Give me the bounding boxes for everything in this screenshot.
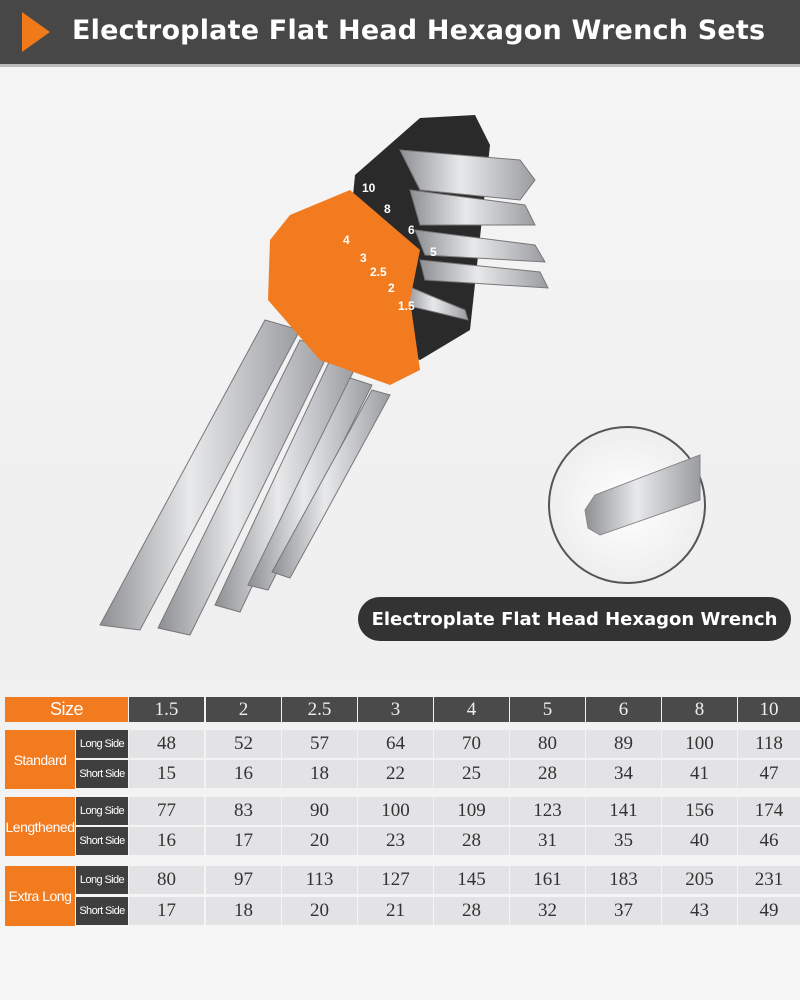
table-cell: 28 (434, 827, 509, 855)
size-column-header: 8 (662, 697, 737, 722)
page-title: Electroplate Flat Head Hexagon Wrench Se… (72, 15, 766, 46)
group-label: Extra Long (5, 866, 75, 926)
size-column-header: 1.5 (129, 697, 204, 722)
size-column-header: 3 (358, 697, 433, 722)
table-cell: 161 (510, 866, 585, 894)
group-label: Lengthened (5, 797, 75, 856)
size-column-header: 6 (586, 697, 661, 722)
holder-label: 4 (343, 233, 350, 247)
table-cell: 43 (662, 897, 737, 925)
table-cell: 77 (129, 797, 204, 825)
table-cell: 145 (434, 866, 509, 894)
table-cell: 127 (358, 866, 433, 894)
holder-label: 5 (430, 245, 437, 259)
table-cell: 97 (206, 866, 281, 894)
table-cell: 28 (510, 760, 585, 788)
title-banner: Electroplate Flat Head Hexagon Wrench Se… (0, 0, 800, 67)
table-cell: 25 (434, 760, 509, 788)
table-cell: 100 (358, 797, 433, 825)
table-cell: 156 (662, 797, 737, 825)
table-cell: 21 (358, 897, 433, 925)
table-cell: 28 (434, 897, 509, 925)
table-cell: 118 (738, 730, 800, 758)
row-label: Short Side (76, 897, 128, 925)
table-cell: 174 (738, 797, 800, 825)
holder-label: 10 (362, 181, 376, 195)
size-header: Size (5, 697, 128, 722)
table-cell: 80 (129, 866, 204, 894)
table-cell: 49 (738, 897, 800, 925)
table-cell: 18 (206, 897, 281, 925)
row-label: Long Side (76, 797, 128, 825)
callout-label: Electroplate Flat Head Hexagon Wrench (358, 597, 791, 641)
play-triangle-icon (22, 12, 50, 52)
table-cell: 17 (206, 827, 281, 855)
table-cell: 48 (129, 730, 204, 758)
holder-label: 6 (408, 223, 415, 237)
holder-label: 3 (360, 251, 367, 265)
table-cell: 109 (434, 797, 509, 825)
table-cell: 80 (510, 730, 585, 758)
table-cell: 205 (662, 866, 737, 894)
holder-label: 2.5 (370, 265, 387, 279)
table-cell: 22 (358, 760, 433, 788)
table-cell: 183 (586, 866, 661, 894)
table-cell: 89 (586, 730, 661, 758)
group-label: Standard (5, 730, 75, 789)
table-cell: 23 (358, 827, 433, 855)
table-cell: 16 (129, 827, 204, 855)
row-label: Short Side (76, 827, 128, 855)
table-cell: 123 (510, 797, 585, 825)
table-cell: 100 (662, 730, 737, 758)
holder-label: 1.5 (398, 299, 415, 313)
size-column-header: 2 (206, 697, 281, 722)
size-column-header: 4 (434, 697, 509, 722)
table-cell: 34 (586, 760, 661, 788)
table-cell: 15 (129, 760, 204, 788)
table-cell: 70 (434, 730, 509, 758)
table-cell: 41 (662, 760, 737, 788)
size-column-header: 5 (510, 697, 585, 722)
wrench-set-image: 10 8 6 5 4 3 2.5 2 1.5 (99, 115, 706, 636)
table-cell: 16 (206, 760, 281, 788)
table-cell: 231 (738, 866, 800, 894)
table-cell: 35 (586, 827, 661, 855)
row-label: Long Side (76, 866, 128, 894)
orange-holder (268, 190, 420, 385)
holder-label: 2 (388, 281, 395, 295)
table-cell: 40 (662, 827, 737, 855)
table-cell: 90 (282, 797, 357, 825)
table-cell: 57 (282, 730, 357, 758)
row-label: Short Side (76, 760, 128, 788)
table-cell: 37 (586, 897, 661, 925)
size-column-header: 2.5 (282, 697, 357, 722)
table-cell: 31 (510, 827, 585, 855)
table-cell: 46 (738, 827, 800, 855)
table-cell: 18 (282, 760, 357, 788)
size-column-header: 10 (738, 697, 800, 722)
table-cell: 32 (510, 897, 585, 925)
table-cell: 141 (586, 797, 661, 825)
table-cell: 47 (738, 760, 800, 788)
holder-label: 8 (384, 202, 391, 216)
table-cell: 52 (206, 730, 281, 758)
row-label: Long Side (76, 730, 128, 758)
table-cell: 113 (282, 866, 357, 894)
table-cell: 20 (282, 827, 357, 855)
table-cell: 20 (282, 897, 357, 925)
table-cell: 83 (206, 797, 281, 825)
table-cell: 17 (129, 897, 204, 925)
table-cell: 64 (358, 730, 433, 758)
